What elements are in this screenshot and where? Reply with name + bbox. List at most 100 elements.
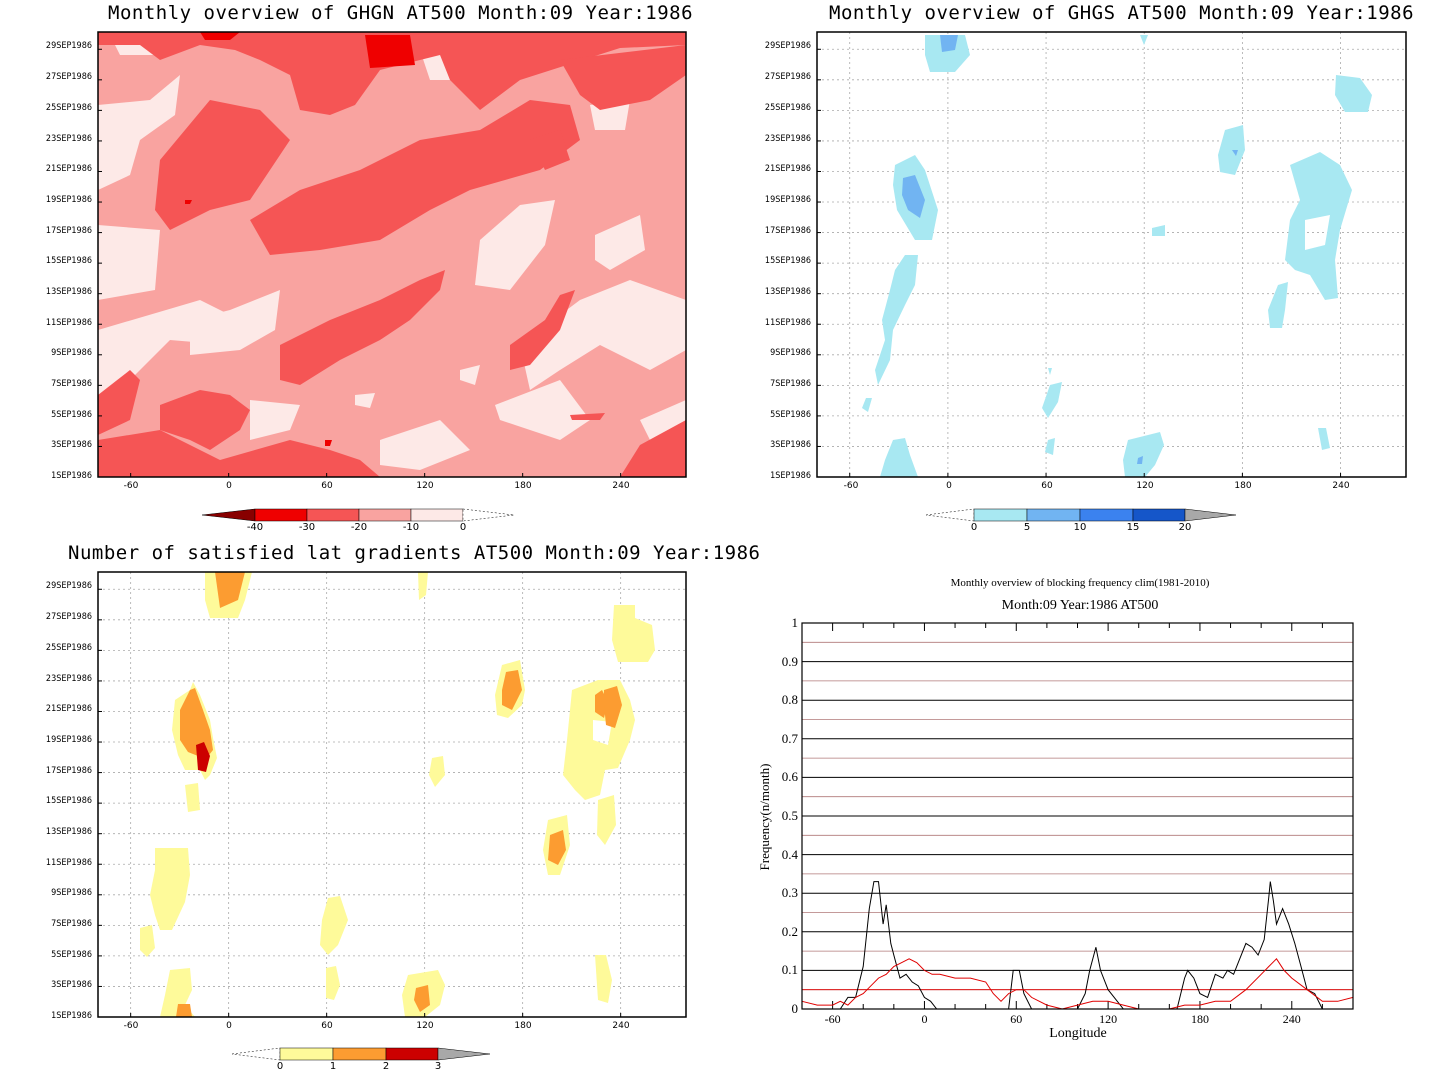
date-label: 23SEP1986: [45, 674, 92, 684]
frequency-series-red: [801, 958, 1354, 1010]
date-label: 25SEP1986: [45, 643, 92, 653]
y-tick-label: 0.3: [781, 885, 798, 901]
lon-label: 60: [321, 1021, 333, 1031]
lon-label: 0: [946, 481, 952, 491]
date-label: 5SEP1986: [51, 410, 92, 420]
colorbar-label: 1: [329, 1061, 337, 1072]
date-label: 9SEP1986: [770, 348, 811, 358]
lon-label: 240: [1332, 481, 1350, 491]
colorbar-label: 0: [459, 522, 467, 533]
freq-xlabel: Longitude: [1049, 1026, 1107, 1041]
date-label: 19SEP1986: [764, 195, 811, 205]
date-label: 23SEP1986: [764, 134, 811, 144]
ghgn-map: [97, 31, 687, 522]
date-label: 27SEP1986: [45, 612, 92, 622]
date-label: 11SEP1986: [45, 858, 92, 868]
date-label: 29SEP1986: [764, 41, 811, 51]
freq-ylabel: Frequency(n/month): [757, 763, 772, 871]
date-label: 5SEP1986: [770, 410, 811, 420]
freq-title: Monthly overview of blocking frequency c…: [950, 577, 1210, 589]
date-label: 13SEP1986: [764, 287, 811, 297]
ghgn-title: Monthly overview of GHGN AT500 Month:09 …: [108, 2, 694, 24]
date-label: 21SEP1986: [45, 704, 92, 714]
y-tick-label: 0.8: [781, 692, 798, 708]
frequency-series-black: [802, 881, 1353, 1010]
date-label: 7SEP1986: [51, 379, 92, 389]
lon-label: -60: [123, 481, 139, 491]
date-label: 21SEP1986: [45, 164, 92, 174]
date-label: 15SEP1986: [45, 256, 92, 266]
x-tick-label: 180: [1190, 1012, 1209, 1026]
date-label: 27SEP1986: [764, 72, 811, 82]
date-label: 13SEP1986: [45, 827, 92, 837]
lon-label: 120: [416, 481, 434, 491]
colorbar-label: 20: [1178, 522, 1192, 533]
lon-label: 240: [612, 481, 630, 491]
colorbar-label: 5: [1023, 522, 1031, 533]
date-label: 17SEP1986: [45, 226, 92, 236]
date-label: 21SEP1986: [764, 164, 811, 174]
lon-label: 180: [1234, 481, 1252, 491]
date-label: 29SEP1986: [45, 581, 92, 591]
date-label: 27SEP1986: [45, 72, 92, 82]
date-label: 1SEP1986: [51, 1011, 92, 1021]
x-tick-label: 60: [1010, 1012, 1023, 1026]
y-tick-label: 0.2: [781, 923, 798, 939]
date-label: 15SEP1986: [45, 796, 92, 806]
colorbar-label: -10: [402, 522, 420, 533]
ghgs-title: Monthly overview of GHGS AT500 Month:09 …: [829, 2, 1415, 24]
colorbar-label: -30: [298, 522, 316, 533]
y-tick-label: 0.1: [781, 962, 798, 978]
date-label: 11SEP1986: [764, 318, 811, 328]
colorbar-label: 3: [434, 1061, 442, 1072]
lon-label: 240: [612, 1021, 630, 1031]
date-label: 17SEP1986: [764, 226, 811, 236]
date-label: 29SEP1986: [45, 41, 92, 51]
y-tick-label: 0: [791, 1001, 799, 1016]
y-tick-label: 0.9: [781, 653, 798, 669]
x-tick-label: 120: [1099, 1012, 1118, 1026]
date-label: 25SEP1986: [45, 103, 92, 113]
date-label: 3SEP1986: [51, 980, 92, 990]
ghgs-map: [816, 31, 1407, 522]
date-label: 9SEP1986: [51, 888, 92, 898]
colorbar-label: -20: [350, 522, 368, 533]
freq-subtitle: Month:09 Year:1986 AT500: [1001, 598, 1159, 613]
y-tick-label: 0.4: [781, 846, 798, 862]
lon-label: -60: [843, 481, 859, 491]
date-label: 1SEP1986: [770, 471, 811, 481]
date-label: 13SEP1986: [45, 287, 92, 297]
lon-label: 120: [1136, 481, 1154, 491]
lat-title: Number of satisfied lat gradients AT500 …: [68, 542, 761, 564]
lon-label: 180: [514, 1021, 532, 1031]
lon-label: 60: [321, 481, 333, 491]
date-label: 23SEP1986: [45, 134, 92, 144]
colorbar-label: 0: [276, 1061, 284, 1072]
lat-map: [97, 571, 687, 1061]
lon-label: 0: [226, 1021, 232, 1031]
date-label: 9SEP1986: [51, 348, 92, 358]
date-label: 1SEP1986: [51, 471, 92, 481]
lon-label: 180: [514, 481, 532, 491]
date-label: 19SEP1986: [45, 195, 92, 205]
date-label: 11SEP1986: [45, 318, 92, 328]
colorbar-label: 2: [382, 1061, 390, 1072]
lon-label: 120: [416, 1021, 434, 1031]
date-label: 5SEP1986: [51, 950, 92, 960]
date-label: 3SEP1986: [51, 440, 92, 450]
lon-label: 60: [1041, 481, 1053, 491]
x-tick-label: 0: [921, 1012, 928, 1026]
y-tick-label: 0.5: [781, 808, 798, 823]
lon-label: 0: [226, 481, 232, 491]
y-tick-label: 1: [791, 615, 799, 630]
colorbar-label: 10: [1073, 522, 1087, 533]
date-label: 7SEP1986: [51, 919, 92, 929]
date-label: 25SEP1986: [764, 103, 811, 113]
date-label: 17SEP1986: [45, 766, 92, 776]
y-tick-label: 0.6: [781, 769, 798, 785]
x-tick-label: 240: [1282, 1012, 1301, 1026]
x-tick-label: -60: [824, 1012, 841, 1026]
date-label: 7SEP1986: [770, 379, 811, 389]
date-label: 15SEP1986: [764, 256, 811, 266]
